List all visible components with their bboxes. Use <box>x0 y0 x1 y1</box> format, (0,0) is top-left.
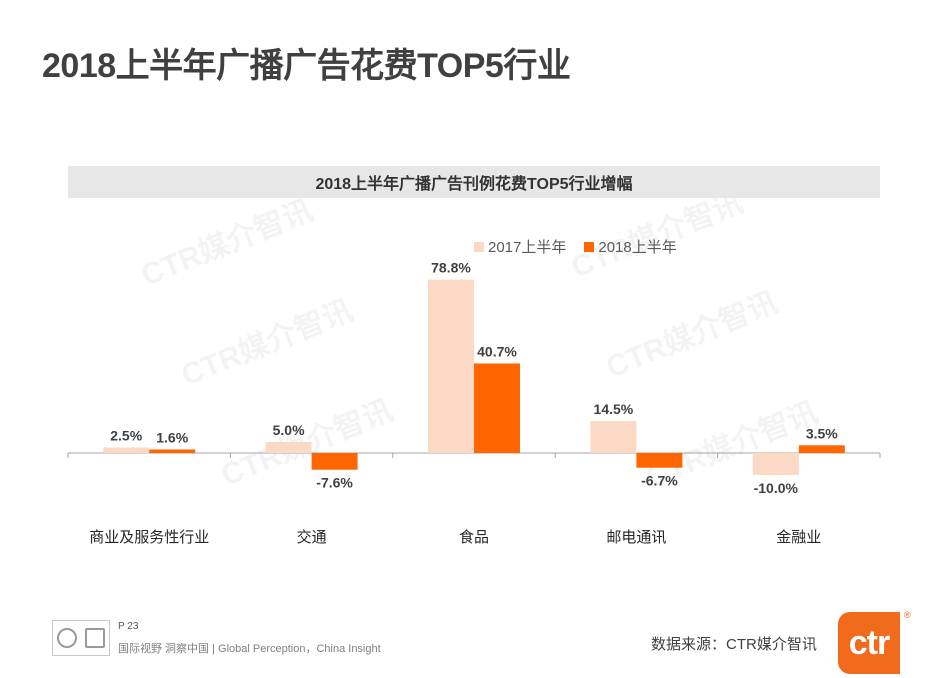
data-label-2018: 1.6% <box>156 429 188 445</box>
bar-2018 <box>798 445 845 453</box>
legend-label-2018: 2018上半年 <box>598 239 677 256</box>
legend-swatch-2017 <box>474 241 484 252</box>
data-label-2018: -7.6% <box>316 475 353 491</box>
ukas-check-icon <box>85 628 105 648</box>
bar-2017 <box>103 447 150 453</box>
legend-item-2017: 2017上半年 <box>474 236 566 257</box>
bar-2018 <box>636 453 683 468</box>
page-number: P 23 <box>118 621 139 632</box>
bar-2017 <box>590 421 637 453</box>
category-label: 食品 <box>459 529 489 546</box>
data-label-2017: 5.0% <box>273 422 305 438</box>
ctr-logo: ctr <box>838 612 900 674</box>
bar-2018 <box>311 453 358 470</box>
data-label-2017: 14.5% <box>594 401 634 417</box>
legend-item-2018: 2018上半年 <box>584 236 677 257</box>
category-label: 商业及服务性行业 <box>89 529 209 546</box>
data-label-2017: -10.0% <box>754 480 799 496</box>
data-label-2017: 2.5% <box>110 428 142 444</box>
data-label-2017: 78.8% <box>431 260 471 276</box>
data-label-2018: -6.7% <box>641 473 678 489</box>
footer-tagline: 国际视野 洞察中国 | Global Perception，China Insi… <box>118 643 381 655</box>
chart-legend: 2017上半年 2018上半年 <box>474 236 677 257</box>
bar-2017 <box>752 453 799 475</box>
data-label-2018: 3.5% <box>806 425 838 441</box>
bar-2018 <box>474 363 520 453</box>
data-label-2018: 40.7% <box>477 343 517 359</box>
bar-2017 <box>265 442 312 453</box>
bar-2017 <box>428 279 474 453</box>
legend-label-2017: 2017上半年 <box>488 239 567 256</box>
certification-logos <box>52 620 110 656</box>
page-title: 2018上半年广播广告花费TOP5行业 <box>42 47 571 85</box>
category-label: 金融业 <box>776 529 821 546</box>
category-label: 交通 <box>297 528 327 546</box>
chart-title: 2018上半年广播广告刊例花费TOP5行业增幅 <box>68 166 880 198</box>
certification-seal-icon <box>57 628 77 648</box>
data-source: 数据来源：CTR媒介智讯 <box>651 636 817 653</box>
category-label: 邮电通讯 <box>606 529 666 546</box>
legend-swatch-2018 <box>584 241 595 252</box>
registered-mark: ® <box>904 610 911 620</box>
bar-2018 <box>149 449 196 453</box>
